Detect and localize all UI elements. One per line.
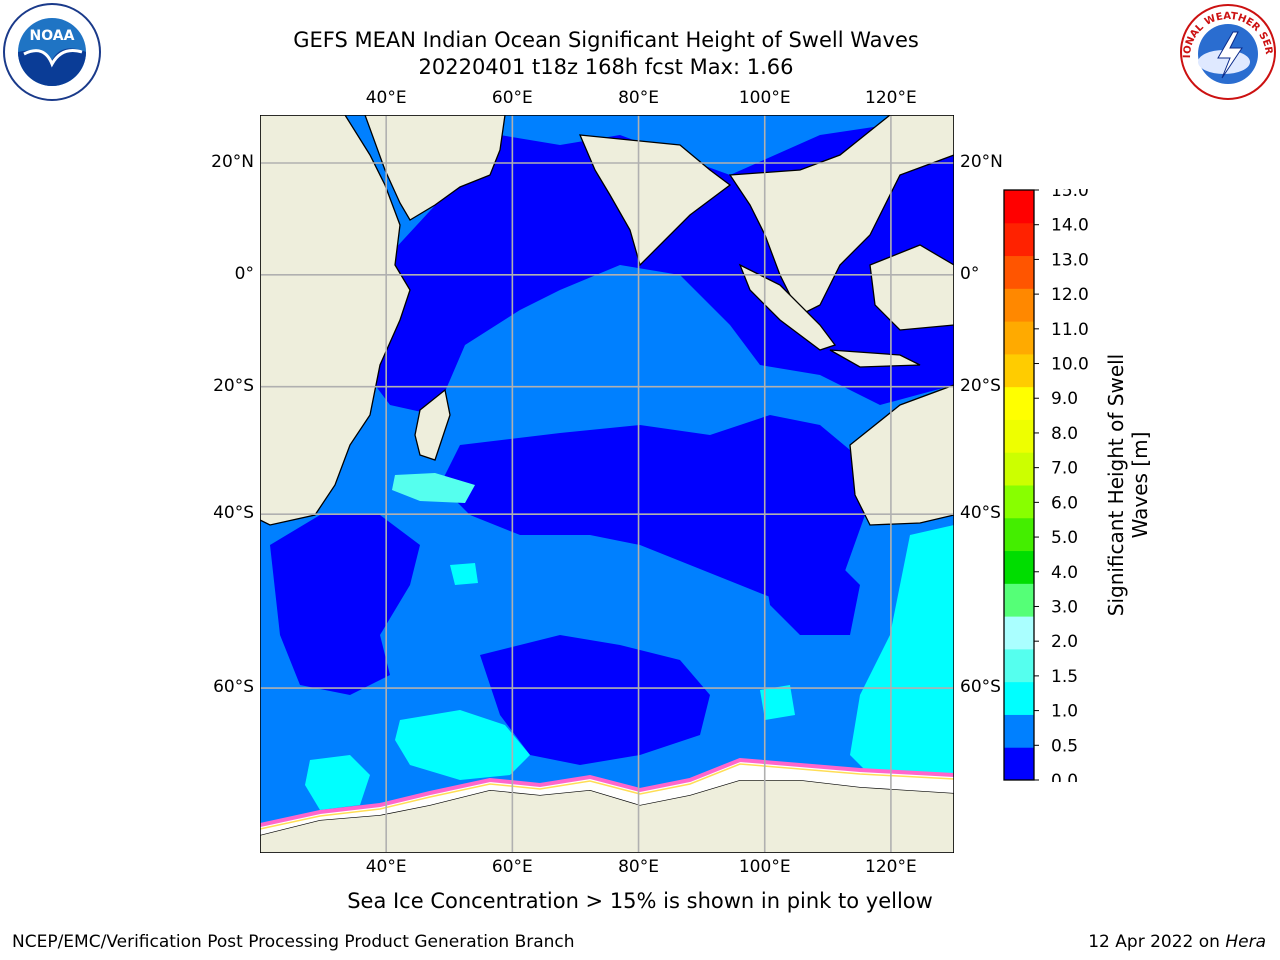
colorbar-segment [1004, 517, 1034, 552]
madagascar [414, 388, 451, 461]
colorbar-segment [1004, 616, 1034, 650]
colorbar-segment [1004, 583, 1034, 617]
graticule [260, 115, 954, 853]
colorbar-tick-label: 11.0 [1051, 320, 1088, 340]
nws-logo: NATIONAL WEATHER SERVICE [1178, 2, 1276, 100]
lat-label-right: 20°N [960, 152, 1003, 172]
colorbar-tick-label: 12.0 [1051, 285, 1088, 305]
colorbar-tick-label: 9.0 [1051, 389, 1078, 409]
lon-label-bottom: 100°E [738, 857, 791, 877]
lon-label-top: 40°E [365, 88, 407, 108]
noaa-logo: NOAA [3, 3, 101, 101]
colorbar-tick-label: 3.0 [1051, 597, 1078, 617]
swell-mid-spot2 [450, 563, 478, 585]
lat-label-left: 0° [234, 263, 254, 284]
indochina [728, 115, 954, 316]
colorbar-segment [1004, 452, 1034, 486]
lon-label-bottom: 80°E [618, 857, 659, 877]
india [578, 134, 732, 267]
footer-date-text: 12 Apr 2022 on [1088, 932, 1226, 952]
lat-label-right: 0° [960, 263, 980, 284]
lat-label-left: 40°S [213, 503, 254, 524]
lon-label-top: 80°E [618, 88, 659, 108]
colorbar-tick-label: 14.0 [1051, 216, 1088, 236]
colorbar-segment [1004, 255, 1034, 289]
land [260, 115, 954, 853]
swell-low-central [440, 415, 865, 615]
lon-label-bottom: 120°E [865, 857, 917, 877]
colorbar-segment [1004, 190, 1034, 224]
colorbar-tick-label: 5.0 [1051, 528, 1078, 548]
lon-label-bottom: 40°E [365, 857, 407, 877]
ocean-map [260, 115, 954, 853]
swell-low-west [270, 515, 420, 695]
lat-label-right: 40°S [960, 503, 1001, 524]
sea-ice-edge-yellow [260, 763, 954, 830]
lat-label-left: 20°N [211, 152, 254, 172]
colorbar-title-line2: Waves [m] [1128, 431, 1152, 539]
colorbar-segment [1004, 485, 1034, 519]
sumatra [738, 263, 837, 351]
colorbar-segment [1004, 386, 1034, 420]
map-subtitle: 20220401 t18z 168h fcst Max: 1.66 [418, 55, 794, 79]
swell-mid-southwest [395, 710, 530, 780]
swell-low-east [760, 545, 860, 635]
africa [260, 115, 411, 526]
colorbar-segment [1004, 648, 1034, 683]
arabia [364, 115, 506, 221]
colorbar-segment [1004, 419, 1034, 453]
colorbar-title-line1: Significant Height of Swell [1104, 353, 1128, 617]
lon-label-top: 120°E [865, 88, 917, 108]
colorbar-tick-label: 7.0 [1051, 459, 1078, 479]
colorbar-segment [1004, 714, 1034, 748]
colorbar-tick-label: 2.0 [1051, 632, 1078, 652]
colorbar-tick-label: 13.0 [1051, 250, 1088, 270]
map-title: GEFS MEAN Indian Ocean Significant Heigh… [293, 28, 919, 52]
colorbar-tick-label: 1.0 [1051, 702, 1078, 722]
colorbar-segment [1004, 321, 1034, 355]
colorbar-tick-label: 4.0 [1051, 563, 1078, 583]
colorbar-segment [1004, 747, 1034, 781]
lat-label-right: 20°S [960, 375, 1001, 396]
lat-label-right: 60°S [960, 677, 1001, 698]
colorbar-segment [1004, 681, 1034, 715]
colorbar-tick-label: 0.5 [1051, 736, 1078, 756]
sea-ice-caption: Sea Ice Concentration > 15% is shown in … [347, 889, 933, 913]
australia [849, 384, 954, 526]
swell-mid-east [850, 525, 954, 785]
noaa-logo-text: NOAA [30, 28, 75, 44]
sea-ice-edge [260, 757, 954, 827]
colorbar: 0.0 0.5 1.0 1.5 2.0 3.0 4.0 5.0 6.0 7.0 8.0 9.0 10.0… [1003, 189, 1088, 782]
colorbar-tick-label: 8.0 [1051, 424, 1078, 444]
colorbar-tick-label: 1.5 [1051, 667, 1078, 687]
lon-label-top: 100°E [738, 88, 791, 108]
colorbar-segment [1004, 222, 1034, 257]
footer-branch: NCEP/EMC/Verification Post Processing Pr… [12, 932, 575, 952]
sea-ice [260, 760, 954, 835]
swell-mid-spot3 [760, 685, 795, 720]
colorbar-tick-label: 0.0 [1051, 771, 1078, 782]
colorbar-tick-label: 10.0 [1051, 355, 1088, 375]
colorbar-segment [1004, 550, 1034, 584]
footer-date: 12 Apr 2022 on Hera [1088, 932, 1266, 952]
colorbar-tick-label: 15.0 [1051, 189, 1088, 201]
footer-host: Hera [1225, 932, 1266, 952]
colorbar-segment [1004, 288, 1034, 322]
lat-label-left: 60°S [213, 677, 254, 698]
colorbar-tick-label: 6.0 [1051, 493, 1078, 513]
swell-mid-spot1 [392, 473, 475, 503]
colorbar-frame [1003, 189, 1035, 781]
java [829, 349, 921, 368]
colorbar-segment [1004, 353, 1034, 388]
lon-label-top: 60°E [491, 88, 533, 108]
swell-low-south [480, 635, 710, 765]
lon-label-bottom: 60°E [491, 857, 533, 877]
lat-label-left: 20°S [213, 375, 254, 396]
swell-mid-south-west2 [305, 755, 370, 810]
